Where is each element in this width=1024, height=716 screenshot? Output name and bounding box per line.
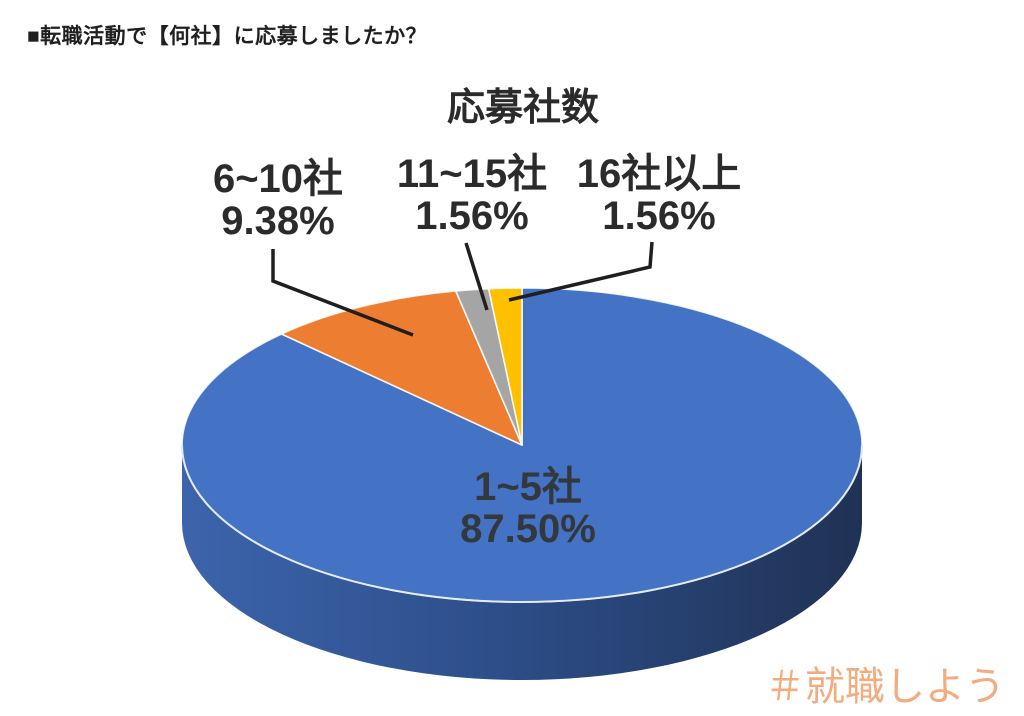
slice-name-label: 6~10社 (212, 157, 344, 201)
slice-inside-label-1-5: 1~5社 87.50% (460, 466, 596, 550)
pie-slices-group (181, 287, 863, 603)
slice-percent-label: 1.56% (602, 194, 716, 238)
question-heading: ■転職活動で【何社】に応募しましたか？ (27, 25, 428, 48)
slice-name-label: 16社以上 (576, 152, 742, 196)
chart-title: 応募社数 (446, 87, 600, 129)
slice-callout-11-15: 11~15社 1.56% (397, 153, 547, 237)
slice-percent-label: 9.38% (221, 199, 335, 243)
slice-percent-label: 1.56% (415, 194, 529, 238)
pie-slice-3 (487, 287, 523, 446)
leader-line-6-10 (271, 249, 414, 337)
leader-line-16-plus (508, 241, 654, 302)
slice-percent-label: 87.50% (460, 507, 596, 551)
slice-name-label: 11~15社 (396, 152, 548, 196)
leader-line-11-15 (464, 242, 489, 311)
slice-callout-6-10: 6~10社 9.38% (213, 158, 343, 242)
pie-depth-side (182, 445, 862, 680)
slice-callout-16-plus: 16社以上 1.56% (577, 153, 742, 237)
watermark-hashtag: ＃就職しよう (765, 665, 1005, 709)
pie-rim-highlight (181, 444, 863, 603)
slice-name-label: 1~5社 (474, 465, 582, 509)
pie-slice-1 (280, 290, 523, 446)
